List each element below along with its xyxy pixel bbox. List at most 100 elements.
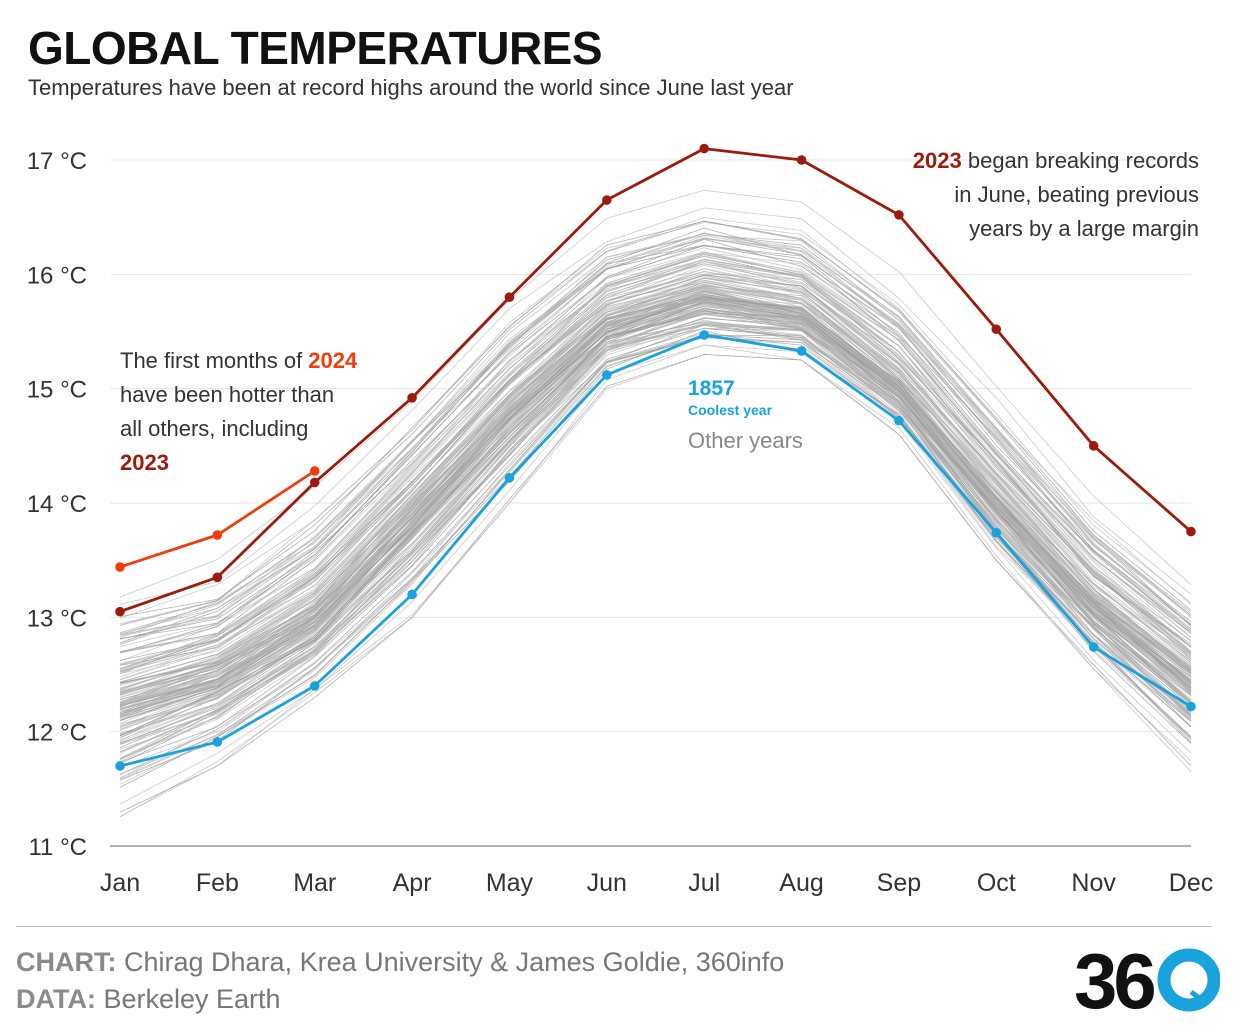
series-point-2023 [309,477,320,488]
y-tick-label: 16 °C [27,262,87,289]
x-tick-label: Dec [1169,869,1213,897]
other-year-line [119,322,1192,760]
x-tick-label: Apr [393,869,432,897]
x-tick-label: Aug [779,869,823,897]
other-year-line [119,252,1192,654]
series-point-2023 [115,606,125,617]
series-point-2023 [991,324,1002,335]
annotation-other-years: Other years [688,428,803,453]
highlight-series [115,143,1196,771]
series-point-1857 [699,330,709,340]
y-tick-label: 13 °C [27,605,87,632]
other-year-line [119,270,1192,678]
x-axis: Jan Feb Mar Apr May Jun Jul Aug Sep Oct Nov Dec [100,869,1213,897]
temperature-chart: 11 °C 12 °C 13 °C 14 °C 15 °C 16 °C 17 °C Jan F… [27,143,1213,897]
series-point-2024 [212,530,223,540]
x-tick-label: Jun [587,869,627,897]
annotation-2024-ref: 2023 [120,450,169,475]
other-year-line [119,251,1192,654]
series-point-2023 [504,292,515,302]
x-tick-label: Jan [100,869,140,897]
x-tick-label: Feb [196,869,239,897]
annotation-2024-text: The first months of [120,348,309,373]
annotation-2024-line3: all others, including [120,416,309,441]
annotation-2024-year: 2024 [308,348,358,373]
chart-credit-label: CHART: [16,947,117,977]
other-year-line [119,330,1192,788]
other-years-lines [119,189,1192,818]
series-point-1857 [991,527,1002,538]
other-year-line [119,245,1192,644]
data-credit-text: Berkeley Earth [95,984,281,1014]
y-tick-label: 17 °C [27,148,87,175]
x-tick-label: Nov [1071,869,1116,897]
series-point-1857 [115,761,125,771]
other-year-line [119,220,1192,617]
other-year-line [119,259,1192,669]
other-year-line [119,207,1192,605]
series-point-1857 [602,370,612,380]
other-year-line [119,305,1192,731]
series-point-1857 [504,473,515,483]
series-point-1857 [1088,642,1099,652]
other-year-line [119,327,1192,761]
series-line-2024 [119,469,316,569]
y-tick-label: 14 °C [27,491,87,518]
chart-title: GLOBAL TEMPERATURES [28,22,603,74]
footer-divider [16,926,1212,927]
annotation-2023-text: began breaking records [961,148,1199,173]
other-year-line [119,285,1192,696]
other-year-line [119,220,1192,626]
annotation-1857-label: Coolest year [688,402,773,418]
y-axis: 11 °C 12 °C 13 °C 14 °C 15 °C 16 °C 17 °C [27,148,87,861]
other-year-line [119,279,1192,683]
y-tick-label: 15 °C [27,377,87,404]
y-tick-label: 11 °C [28,834,87,861]
annotation-2023-line2: in June, beating previous [954,182,1199,207]
chart-credit-text: Chirag Dhara, Krea University & James Go… [116,947,785,977]
series-point-2024 [115,562,125,572]
series-point-1857 [894,415,904,426]
other-year-line [119,232,1192,636]
series-point-2023 [407,393,417,403]
other-year-line [119,353,1192,818]
other-year-line [119,222,1192,619]
other-year-line [119,232,1192,645]
x-tick-label: Mar [293,869,336,897]
series-point-1857 [407,589,417,600]
other-year-line [119,344,1192,805]
x-tick-label: Jul [688,869,720,897]
series-point-2023 [796,155,807,165]
other-year-line [119,289,1192,706]
grid-lines [110,159,1191,847]
x-tick-label: May [486,869,534,897]
svg-text:36: 36 [1074,940,1154,1016]
other-year-line [119,307,1192,734]
annotation-2023: 2023 began breaking records in June, bea… [879,144,1199,246]
x-tick-label: Oct [977,869,1016,897]
other-year-line [119,255,1192,661]
series-line-1857 [119,333,1192,768]
other-year-line [119,302,1192,724]
other-year-line [119,294,1192,713]
series-point-2023 [699,143,709,154]
other-year-line [119,334,1192,781]
series-point-1857 [212,737,223,747]
x-tick-label: Sep [877,869,921,897]
data-credit: DATA: Berkeley Earth [16,982,281,1016]
data-credit-label: DATA: [16,984,96,1014]
other-year-line [119,312,1192,727]
series-point-1857 [796,346,807,356]
other-year-line [119,233,1192,637]
other-year-line [119,332,1192,779]
other-year-line [119,344,1192,817]
other-year-line [119,244,1192,639]
other-year-line [119,280,1192,695]
other-year-line [119,238,1192,636]
chart-credit: CHART: Chirag Dhara, Krea University & J… [16,945,784,979]
360info-logo-icon[interactable]: 36 [1074,940,1220,1016]
other-year-line [119,285,1192,684]
other-year-line [119,323,1192,753]
annotation-1857-year: 1857 [688,377,735,400]
other-year-line [119,268,1192,673]
